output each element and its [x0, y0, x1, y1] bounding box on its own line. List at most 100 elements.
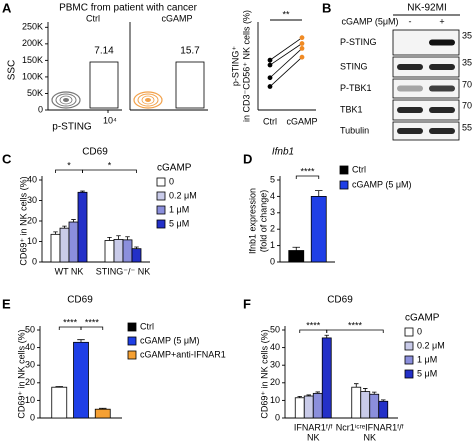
gate — [89, 61, 119, 109]
band — [397, 128, 423, 134]
bar — [59, 227, 70, 263]
legend-title: cGAMP — [405, 313, 440, 324]
x-axis-label: p-STING — [52, 122, 92, 133]
blot-box — [392, 78, 460, 99]
bar — [104, 240, 115, 263]
y-axis-label: in CD3⁻CD56⁺ NK cells (%) — [241, 10, 251, 122]
y-tick-label: 0 — [275, 412, 280, 422]
row-label: P-TBK1 — [340, 83, 372, 93]
error-bar — [134, 246, 139, 249]
bar — [303, 395, 314, 419]
x-tick-label: NK — [307, 432, 320, 442]
x-tick-label: 10⁴ — [103, 115, 117, 125]
mw-label: 35 — [462, 30, 472, 40]
bar — [73, 341, 89, 419]
row-label: Tubulin — [340, 125, 369, 135]
y-tick-label: 250K — [22, 22, 43, 32]
legend-swatch — [127, 322, 137, 332]
bracket — [326, 329, 384, 333]
bar — [113, 239, 124, 263]
bar — [294, 397, 305, 419]
legend-swatch — [156, 205, 166, 215]
x-tick-label: Ncr1ⁱᶜʳᵉIFNAR1ᶠ/ᶠ — [336, 422, 404, 432]
point — [267, 84, 273, 89]
blot-box — [392, 56, 460, 78]
bar — [68, 221, 79, 263]
mw-label: 35 — [462, 57, 472, 67]
band — [397, 64, 423, 70]
error-bar — [354, 383, 359, 388]
legend-swatch — [156, 219, 166, 229]
panel-letter: E — [2, 296, 11, 311]
y-tick-label: 0 — [270, 256, 275, 266]
y-axis-label: CD69⁺ in NK cells (%) — [18, 176, 28, 265]
legend-swatch — [127, 336, 137, 346]
legend-swatch — [156, 177, 166, 187]
bar — [122, 239, 133, 263]
bar — [51, 386, 68, 419]
error-bar — [372, 391, 377, 395]
y-axis-label: SSC — [7, 60, 18, 81]
legend-swatch — [404, 327, 414, 337]
panel-letter: D — [243, 151, 252, 166]
cell-cloud — [63, 98, 69, 102]
x-tick-label: Ctrl — [263, 116, 277, 126]
error-bar — [77, 339, 85, 343]
y-tick-label: 5 — [270, 174, 275, 184]
y-tick-label: 100K — [22, 71, 43, 81]
legend-label: 5 μM — [169, 218, 189, 228]
cell-contour — [55, 93, 77, 107]
y-tick-label: 30 — [270, 360, 280, 370]
pair-line — [269, 48, 303, 79]
bar — [360, 391, 371, 419]
legend-label: cGAMP (5 μM) — [352, 179, 412, 189]
y-tick-label: 150K — [22, 55, 43, 65]
legend-swatch — [127, 350, 137, 360]
bar — [369, 393, 380, 419]
y-tick-label: 3 — [270, 207, 275, 217]
error-bar — [306, 394, 311, 396]
treatment: cGAMP (5μM) — [341, 16, 398, 26]
cell-contour — [59, 95, 73, 105]
y-tick-label: 30 — [27, 195, 37, 205]
point — [267, 75, 273, 81]
y-axis-label: Ifnb1 expression — [247, 188, 257, 254]
y-tick-label: 1 — [270, 240, 275, 250]
bar — [131, 248, 142, 263]
band — [429, 85, 455, 92]
y-tick-label: 200K — [22, 38, 43, 48]
blot-box — [392, 99, 460, 121]
legend-title: cGAMP — [157, 163, 192, 174]
error-bar — [55, 386, 63, 388]
x-tick-label: IFNAR1ᶠ/ᶠ — [294, 422, 333, 432]
bar — [312, 392, 323, 419]
y-tick-label: 0 — [30, 412, 35, 422]
bar — [50, 233, 61, 263]
error-bar — [297, 395, 302, 398]
legend-swatch — [404, 369, 414, 379]
row-label: TBK1 — [340, 104, 363, 114]
plot-name: Ctrl — [86, 13, 100, 23]
chart-title: Ifnb1 — [272, 147, 294, 158]
band — [397, 85, 423, 92]
bar — [378, 400, 389, 419]
cell-cloud — [145, 98, 151, 102]
y-tick-label: 10 — [270, 395, 280, 405]
cell-contour — [137, 93, 159, 107]
y-tick-label: 50 — [25, 324, 35, 334]
error-bar — [71, 219, 76, 223]
gate — [175, 61, 205, 109]
band — [429, 64, 455, 70]
legend-label: 0.2 μM — [417, 340, 445, 350]
band — [429, 128, 455, 134]
error-bar — [292, 246, 300, 251]
x-tick-label: STING⁻/⁻ NK — [96, 266, 151, 276]
cell-contour — [133, 91, 163, 109]
y-tick-label: 2 — [270, 224, 275, 234]
band — [429, 39, 455, 46]
panel-letter: F — [243, 296, 251, 311]
mw-label: 70 — [462, 79, 472, 89]
panel-letter: C — [2, 151, 12, 166]
y-tick-label: 20 — [27, 215, 37, 225]
x-tick-label: cGAMP — [286, 116, 317, 126]
